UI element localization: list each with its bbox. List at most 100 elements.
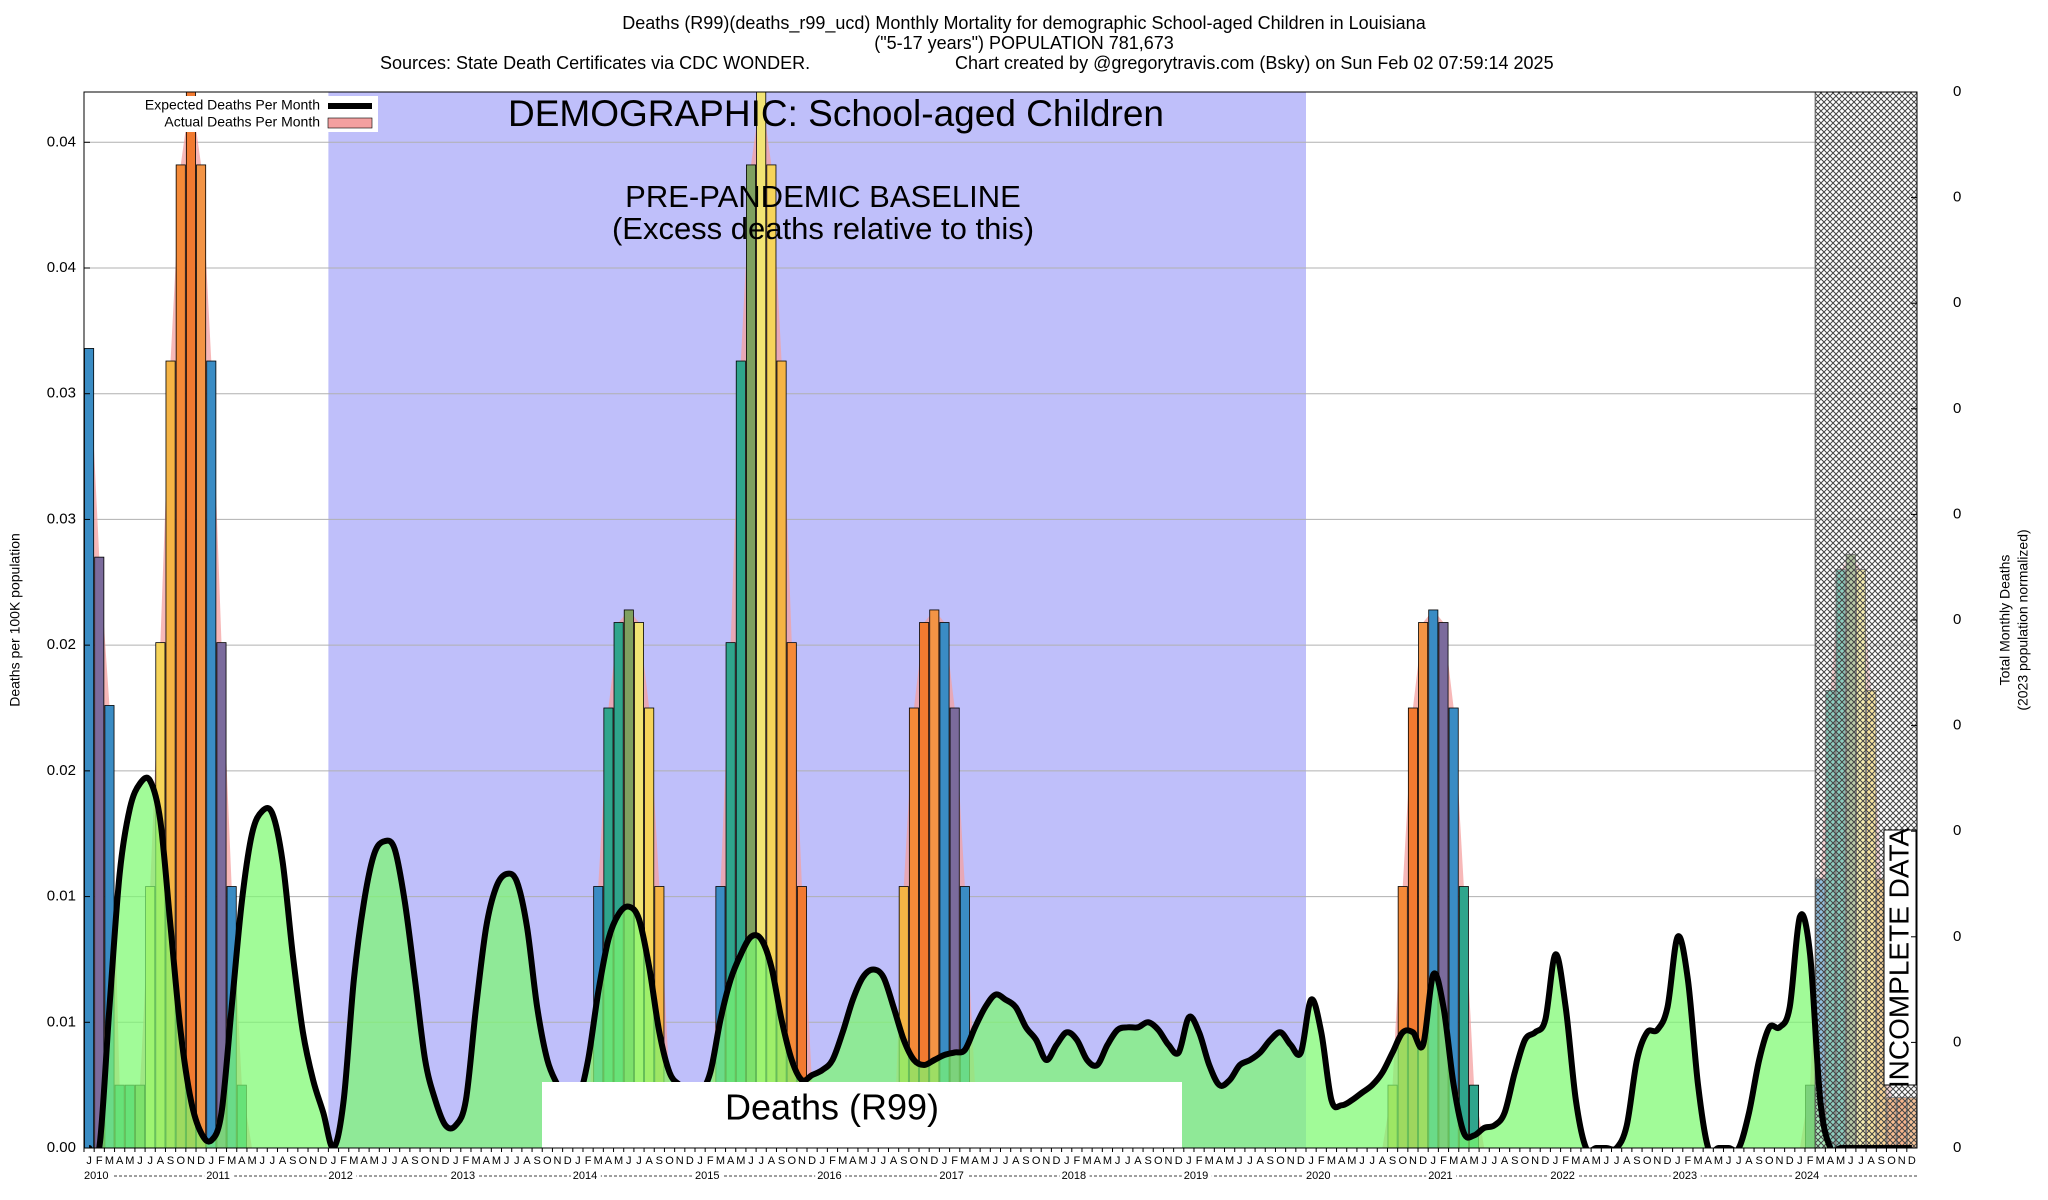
year-label: 2010: [84, 1170, 108, 1182]
x-tick-label: J: [259, 1155, 265, 1167]
year-bg: [693, 1169, 723, 1183]
year-label: 2016: [817, 1170, 841, 1182]
x-tick-label: N: [1898, 1155, 1906, 1167]
year-label: 2022: [1550, 1170, 1574, 1182]
x-tick-label: N: [309, 1155, 317, 1167]
x-tick-label: S: [411, 1155, 418, 1167]
x-tick-label: O: [910, 1155, 919, 1167]
x-tick-label: M: [1347, 1155, 1356, 1167]
x-tick-label: A: [1868, 1155, 1876, 1167]
x-tick-label: S: [778, 1155, 785, 1167]
x-tick-label: A: [727, 1155, 735, 1167]
x-tick-label: M: [858, 1155, 867, 1167]
x-tick-label: O: [1521, 1155, 1530, 1167]
bar: [939, 622, 950, 1148]
foreground: Deaths (R99)(deaths_r99_ucd) Monthly Mor…: [7, 13, 2031, 1183]
y2-tick-label: 0: [1953, 611, 1961, 628]
x-tick-label: O: [421, 1155, 430, 1167]
bar: [796, 886, 807, 1148]
x-tick-label: F: [463, 1155, 470, 1167]
x-tick-label: J: [1369, 1155, 1375, 1167]
y2-tick-label: 0: [1953, 294, 1961, 311]
x-tick-label: F: [1562, 1155, 1569, 1167]
x-tick-label: M: [736, 1155, 745, 1167]
x-tick-label: J: [993, 1155, 999, 1167]
x-tick-label: A: [1501, 1155, 1509, 1167]
x-tick-label: M: [349, 1155, 358, 1167]
y-tick-label: 0.00: [47, 1139, 76, 1156]
x-tick-label: A: [1257, 1155, 1265, 1167]
x-tick-label: A: [279, 1155, 287, 1167]
x-tick-label: J: [748, 1155, 754, 1167]
x-tick-label: N: [1776, 1155, 1784, 1167]
x-tick-label: A: [646, 1155, 654, 1167]
x-tick-label: M: [1327, 1155, 1336, 1167]
x-tick-label: D: [1786, 1155, 1794, 1167]
x-tick-label: S: [1389, 1155, 1396, 1167]
x-tick-label: D: [319, 1155, 327, 1167]
year-bg: [1304, 1169, 1334, 1183]
bar: [1428, 609, 1439, 1148]
x-tick-label: J: [209, 1155, 215, 1167]
x-tick-label: S: [1633, 1155, 1640, 1167]
chart-subtitle: ("5-17 years") POPULATION 781,673: [874, 33, 1174, 53]
bar: [776, 360, 787, 1148]
y2-axis-label: Total Monthly Deaths: [1997, 555, 2013, 686]
y-axis-label: Deaths per 100K population: [7, 533, 23, 707]
x-tick-label: F: [1318, 1155, 1325, 1167]
y2-tick-label: 0: [1953, 189, 1961, 206]
bar: [949, 707, 960, 1148]
x-tick-label: S: [1511, 1155, 1518, 1167]
y2-tick-label: 0: [1953, 1033, 1961, 1050]
bar: [613, 622, 624, 1148]
x-tick-label: D: [197, 1155, 205, 1167]
year-label: 2018: [1062, 1170, 1086, 1182]
x-tick-label: D: [1541, 1155, 1549, 1167]
y2-tick-label: 0: [1953, 1139, 1961, 1156]
x-tick-label: F: [951, 1155, 958, 1167]
x-tick-label: J: [1064, 1155, 1070, 1167]
x-tick-label: O: [543, 1155, 552, 1167]
x-tick-label: J: [636, 1155, 642, 1167]
x-tick-label: M: [981, 1155, 990, 1167]
year-bg: [815, 1169, 846, 1183]
incomplete-label: INCOMPLETE DATA: [1883, 828, 1914, 1089]
x-tick-label: O: [1398, 1155, 1407, 1167]
x-tick-label: O: [1765, 1155, 1774, 1167]
x-tick-label: J: [1481, 1155, 1487, 1167]
bar: [185, 92, 196, 1148]
year-bg: [1548, 1169, 1579, 1183]
y-tick-label: 0.01: [47, 888, 76, 905]
x-tick-label: A: [1705, 1155, 1713, 1167]
x-tick-label: O: [176, 1155, 185, 1167]
x-tick-label: M: [960, 1155, 969, 1167]
x-tick-label: M: [1816, 1155, 1825, 1167]
x-tick-label: A: [401, 1155, 409, 1167]
x-tick-label: J: [820, 1155, 826, 1167]
x-tick-label: J: [1492, 1155, 1498, 1167]
year-label: 2014: [573, 1170, 597, 1182]
x-tick-label: M: [1449, 1155, 1458, 1167]
x-tick-label: N: [187, 1155, 195, 1167]
x-tick-label: A: [849, 1155, 857, 1167]
x-tick-label: J: [1308, 1155, 1314, 1167]
x-tick-label: F: [1196, 1155, 1203, 1167]
x-tick-label: S: [289, 1155, 296, 1167]
bar: [84, 348, 95, 1148]
x-tick-label: O: [1887, 1155, 1896, 1167]
year-label: 2021: [1428, 1170, 1452, 1182]
x-tick-label: J: [942, 1155, 948, 1167]
x-tick-label: S: [533, 1155, 540, 1167]
legend-label: Expected Deaths Per Month: [145, 97, 320, 113]
y2-tick-label: 0: [1953, 928, 1961, 945]
x-tick-label: S: [1144, 1155, 1151, 1167]
x-tick-label: N: [920, 1155, 928, 1167]
y2-tick-label: 0: [1953, 83, 1961, 100]
x-tick-label: N: [1165, 1155, 1173, 1167]
bar: [165, 360, 176, 1148]
x-tick-label: O: [1032, 1155, 1041, 1167]
bar: [756, 92, 767, 1148]
x-tick-label: A: [1134, 1155, 1142, 1167]
x-tick-label: D: [686, 1155, 694, 1167]
